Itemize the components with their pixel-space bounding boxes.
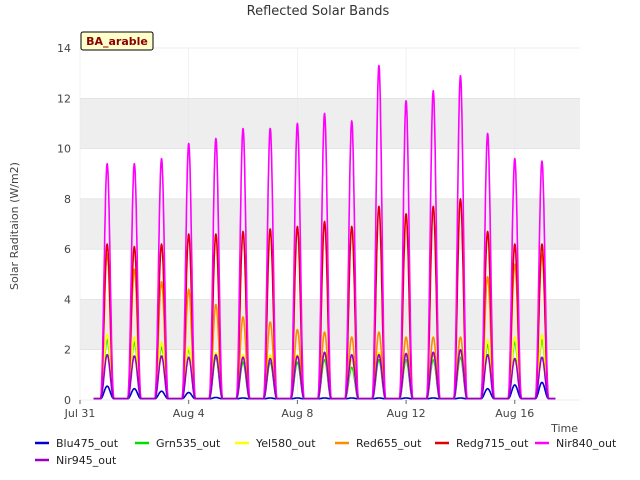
legend-label: Grn535_out <box>156 437 221 450</box>
legend-item-nir945_out: Nir945_out <box>35 454 117 467</box>
legend-item-redg715_out: Redg715_out <box>435 437 529 450</box>
y-tick-label: 6 <box>64 243 71 256</box>
y-tick-label: 12 <box>57 92 71 105</box>
grid-band <box>80 98 580 149</box>
plot-background <box>79 47 580 401</box>
grid-band <box>80 198 580 250</box>
site-badge: BA_arable <box>80 31 154 51</box>
chart-title: Reflected Solar Bands <box>247 4 390 19</box>
site-badge-text: BA_arable <box>86 35 148 48</box>
x-tick-label: Aug 8 <box>281 407 313 420</box>
y-tick-label: 0 <box>64 394 71 407</box>
site-badge-box <box>80 31 154 51</box>
legend-item-grn535_out: Grn535_out <box>135 437 221 450</box>
y-tick-label: 2 <box>64 344 71 357</box>
legend-item-yel580_out: Yel580_out <box>235 437 316 450</box>
series-line-nir945_out <box>93 348 557 400</box>
y-tick-label: 10 <box>57 143 71 156</box>
y-axis: 0 2 4 6 8 10 12 14 <box>57 42 71 407</box>
series-layer <box>93 64 557 400</box>
x-axis-label: Time <box>550 422 578 435</box>
x-tick-label: Jul 31 <box>64 407 96 420</box>
legend-label: Nir840_out <box>556 437 617 450</box>
x-tick-label: Aug 12 <box>387 407 426 420</box>
legend-label: Yel580_out <box>255 437 316 450</box>
x-tick-label: Aug 4 <box>173 407 205 420</box>
x-axis: Jul 31 Aug 4 Aug 8 Aug 12 Aug 16 <box>64 400 534 420</box>
y-axis-label: Solar Raditaion (W/m2) <box>8 162 21 290</box>
y-tick-label: 8 <box>64 193 71 206</box>
x-tick-label: Aug 16 <box>495 407 534 420</box>
y-tick-label: 4 <box>64 293 71 306</box>
legend-item-red655_out: Red655_out <box>335 437 422 450</box>
legend-label: Redg715_out <box>456 437 529 450</box>
legend-label: Red655_out <box>356 437 422 450</box>
legend-item-blu475_out: Blu475_out <box>35 437 119 450</box>
y-tick-label: 14 <box>57 42 71 55</box>
legend: Blu475_out Grn535_out Yel580_out Red655_out… <box>35 437 617 467</box>
legend-label: Nir945_out <box>56 454 117 467</box>
legend-label: Blu475_out <box>56 437 119 450</box>
legend-item-nir840_out: Nir840_out <box>535 437 617 450</box>
